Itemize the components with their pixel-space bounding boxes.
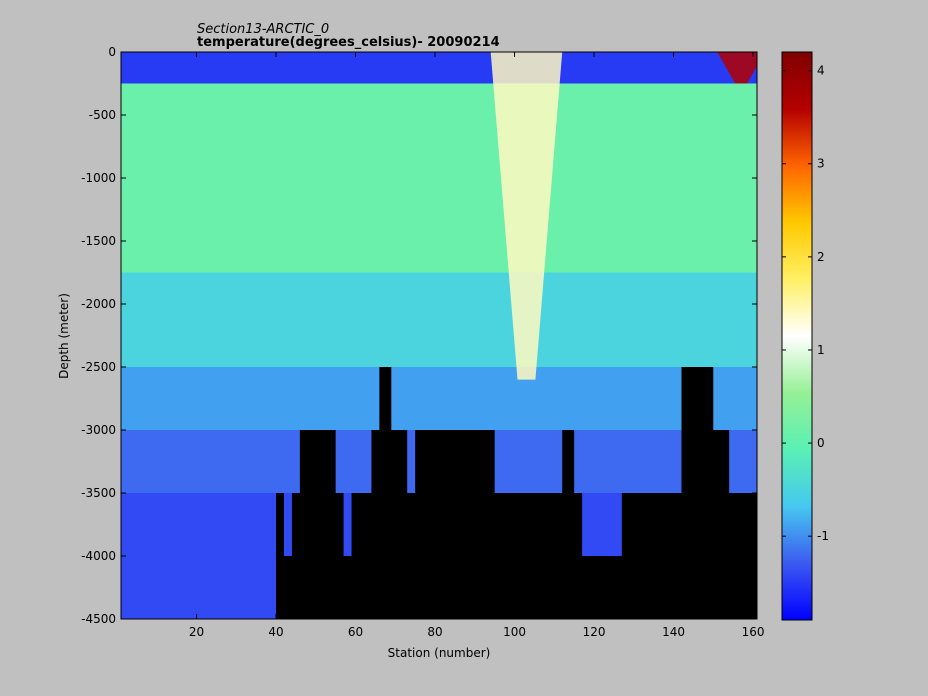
y-tick-label-4: -2000: [81, 297, 116, 311]
y-tick-label-9: -4500: [81, 612, 116, 626]
x-tick-label-1: 40: [268, 625, 283, 639]
plot-frame: [120, 51, 758, 620]
colorbar-tick-label-0: 4: [817, 64, 825, 78]
y-tick-label-6: -3000: [81, 423, 116, 437]
colorbar-tick-label-4: 0: [817, 436, 825, 450]
x-tick-label-6: 140: [662, 625, 685, 639]
y-tick-label-3: -1500: [81, 234, 116, 248]
y-tick-label-7: -3500: [81, 486, 116, 500]
y-axis-label: Depth (meter): [57, 293, 71, 379]
seafloor: [276, 367, 757, 619]
y-tick-label-2: -1000: [81, 171, 116, 185]
x-tick-label-3: 80: [427, 625, 442, 639]
y-tick-label-8: -4000: [81, 549, 116, 563]
x-tick-label-5: 120: [583, 625, 606, 639]
depth-layer-1: [121, 83, 757, 273]
y-axis: 0 -500 -1000 -1500 -2000 -2500 -3000 -3500 -4000…: [81, 45, 757, 626]
colorbar-tick-label-1: 3: [817, 157, 825, 171]
x-tick-label-2: 60: [348, 625, 363, 639]
depth-layer-2: [121, 272, 757, 367]
chart-title: Section13-ARCTIC_0: [197, 22, 329, 37]
x-axis: 20 40 60 80 100 120 140 160: [189, 52, 765, 639]
colorbar-tick-label-2: 2: [817, 250, 825, 264]
depth-layer-3: [121, 367, 757, 430]
y-tick-label-5: -2500: [81, 360, 116, 374]
x-tick-label-4: 100: [503, 625, 526, 639]
colorbar-tick-label-3: 1: [817, 343, 825, 357]
colorbar-tick-label-5: -1: [817, 529, 829, 543]
depth-layer-0: [121, 52, 757, 84]
colorbar-axis: 4 3 2 1 0 -1: [782, 64, 829, 543]
chart-subtitle: temperature(degrees_celsius)- 20090214: [197, 35, 500, 50]
x-tick-label-7: 160: [742, 625, 765, 639]
y-tick-label-1: -500: [89, 108, 116, 122]
feature-0: [490, 52, 563, 380]
x-tick-label-0: 20: [189, 625, 204, 639]
y-tick-label-0: 0: [108, 45, 116, 59]
heatmap-plot: [121, 52, 757, 619]
x-axis-label: Station (number): [388, 646, 491, 660]
colorbar: [781, 51, 813, 621]
feature-1: [717, 52, 757, 84]
